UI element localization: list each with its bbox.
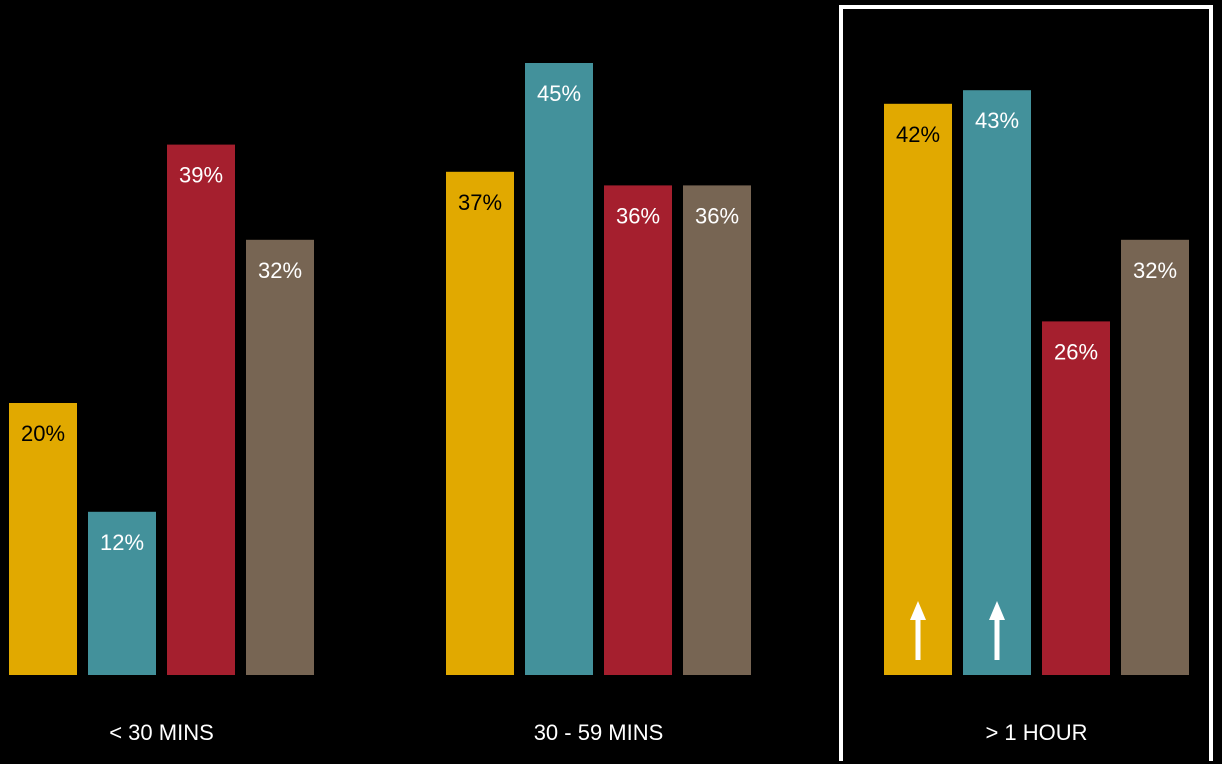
bar-2-1	[963, 90, 1031, 675]
bar-value-label: 32%	[1133, 258, 1177, 283]
bar-0-0	[9, 403, 77, 675]
bar-1-2	[604, 185, 672, 675]
bar-value-label: 36%	[695, 203, 739, 228]
bar-value-label: 39%	[179, 163, 223, 188]
category-label: 30 - 59 MINS	[534, 720, 664, 745]
up-arrow-icon	[989, 601, 1005, 660]
category-label: > 1 HOUR	[985, 720, 1087, 745]
bar-2-0	[884, 103, 952, 676]
up-arrow-icon	[910, 601, 926, 660]
category-label: < 30 MINS	[109, 720, 214, 745]
bar-value-label: 26%	[1054, 339, 1098, 364]
bar-value-label: 20%	[21, 421, 65, 446]
bar-1-1	[525, 63, 593, 675]
highlight-box	[839, 5, 1213, 761]
bar-value-label: 32%	[258, 258, 302, 283]
bar-2-2	[1042, 321, 1110, 675]
bar-1-3	[683, 185, 751, 675]
arrows-layer	[910, 601, 1005, 660]
bar-value-label: 43%	[975, 108, 1019, 133]
bar-0-3	[246, 239, 314, 676]
bar-0-2	[167, 144, 235, 676]
bars-layer	[9, 63, 1189, 676]
bar-1-0	[446, 171, 514, 676]
category-labels-layer: < 30 MINS 30 - 59 MINS > 1 HOUR	[109, 720, 1087, 745]
value-labels-layer: 20% 12% 39% 32% 37% 45% 36% 36% 42% 43% 26% 32%	[21, 81, 1177, 555]
bar-0-1	[88, 511, 156, 675]
bar-value-label: 42%	[896, 122, 940, 147]
bar-2-3	[1121, 239, 1189, 676]
bar-value-label: 45%	[537, 81, 581, 106]
bar-value-label: 12%	[100, 530, 144, 555]
bar-value-label: 37%	[458, 190, 502, 215]
bar-value-label: 36%	[616, 203, 660, 228]
